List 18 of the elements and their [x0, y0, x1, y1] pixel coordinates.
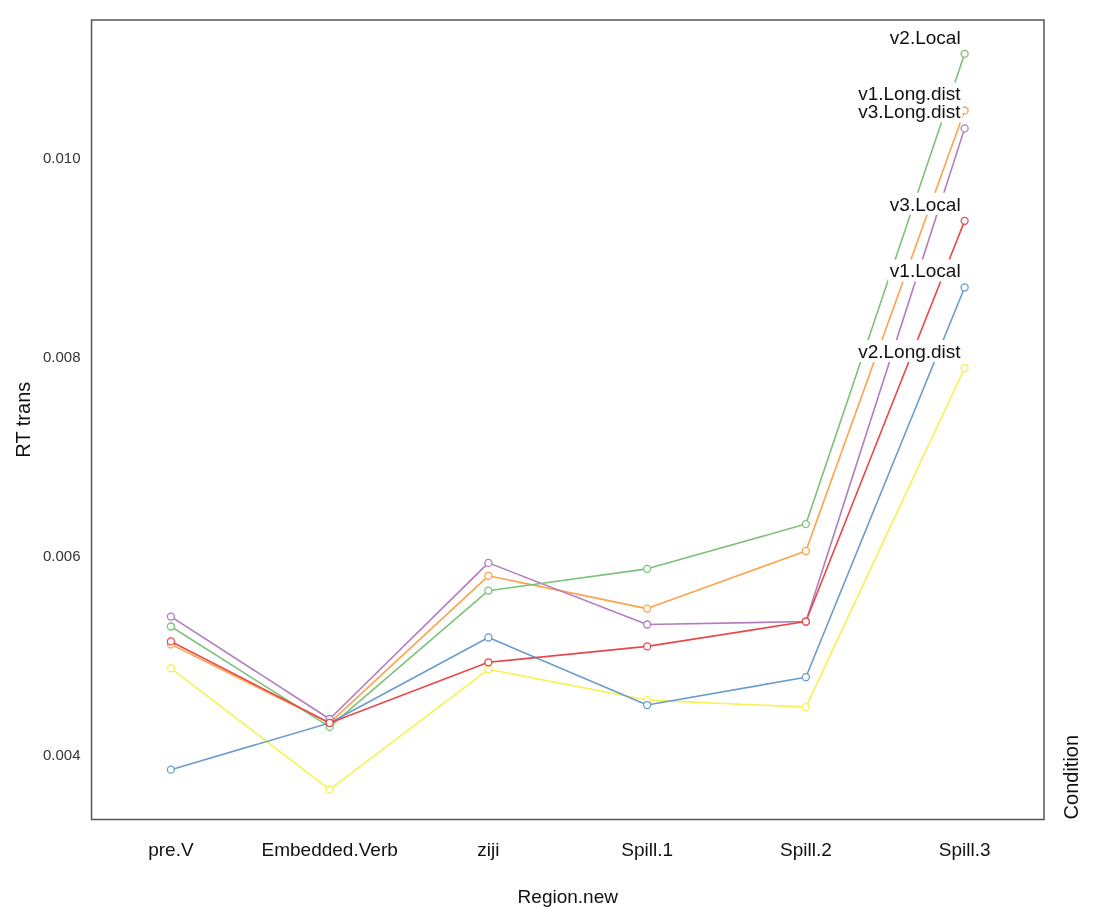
x-tick-label: ziji — [477, 839, 500, 861]
series-label: v2.Local — [889, 26, 961, 48]
y-tick-label: 0.006 — [42, 547, 81, 565]
legend-title: Condition — [1059, 734, 1082, 820]
x-tick-label: Spill.2 — [780, 839, 832, 861]
series-label: v2.Long.dist — [858, 340, 962, 362]
x-tick-label: Spill.1 — [621, 839, 674, 861]
y-tick-label: 0.008 — [42, 348, 81, 366]
series-label: v3.Local — [889, 193, 961, 215]
series-label: v1.Long.dist — [858, 83, 962, 105]
x-tick-label: pre.V — [148, 839, 194, 861]
x-tick-label: Embedded.Verb — [261, 839, 398, 861]
series-label: v1.Local — [889, 260, 961, 282]
x-axis-title: Region.new — [517, 885, 619, 907]
x-tick-label: Spill.3 — [938, 839, 991, 861]
y-axis-title: RT trans — [11, 381, 34, 458]
y-tick-label: 0.004 — [42, 745, 81, 763]
y-tick-label: 0.010 — [42, 149, 81, 167]
